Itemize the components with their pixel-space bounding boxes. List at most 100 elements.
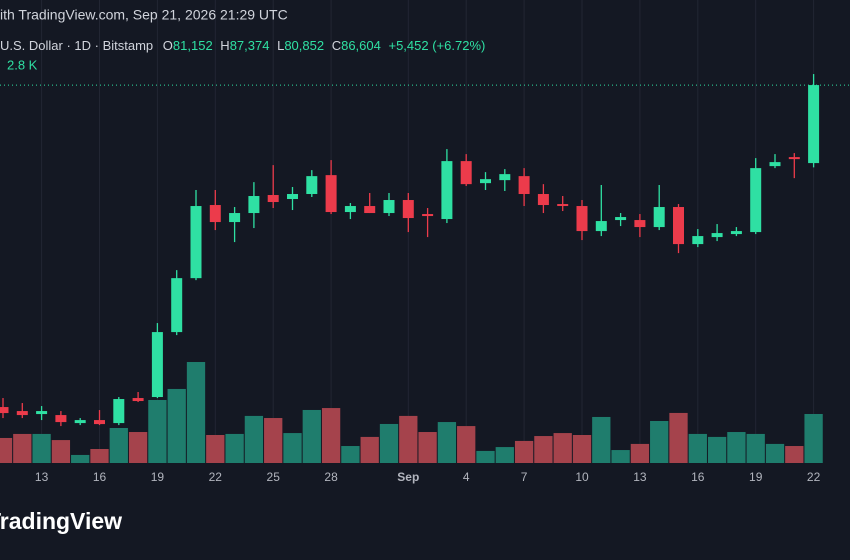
candle-body (267, 195, 279, 203)
volume-bar (360, 436, 379, 463)
volume-bar (495, 447, 514, 463)
x-tick-label: 16 (93, 470, 107, 484)
plot (0, 74, 850, 463)
x-tick-label: 4 (463, 470, 470, 484)
x-tick-label: 19 (151, 470, 165, 484)
volume-bar (399, 415, 418, 463)
volume-bar (283, 433, 302, 463)
candle-body (209, 205, 221, 223)
volume-bar (418, 432, 437, 463)
ohlc-value: 86,604 (341, 38, 381, 53)
candle-body (499, 174, 511, 181)
candle-body (808, 85, 820, 164)
candle-body (730, 231, 742, 235)
candle-body (132, 398, 144, 402)
volume-bar (534, 436, 553, 463)
x-tick-label: 19 (749, 470, 763, 484)
volume-bar (592, 416, 611, 463)
volume-bar (109, 427, 128, 463)
volume-bar (206, 434, 225, 463)
symbol-legend: U.S. Dollar · 1D · Bitstamp O81,152 H87,… (0, 38, 485, 53)
candle-body (711, 233, 723, 238)
volume-bar (244, 415, 264, 463)
source-text: ith TradingView.com, Sep 21, 2026 21:29 … (0, 7, 288, 23)
ohlc-key: L (277, 38, 284, 53)
volume-bar (746, 433, 765, 463)
volume-bar (688, 433, 707, 463)
volume-bar (630, 443, 650, 463)
candle-body (344, 206, 356, 213)
candle-body (94, 420, 105, 425)
volume-bar (128, 432, 148, 463)
volume-bar (71, 454, 90, 463)
candle-body (634, 220, 646, 228)
volume-bar (13, 433, 32, 463)
candle-body (537, 194, 549, 206)
candle-body (383, 200, 395, 214)
candle-body (248, 196, 260, 214)
x-tick-label: 13 (633, 470, 647, 484)
x-tick-label: 22 (209, 470, 223, 484)
ohlc-key: O (163, 38, 173, 53)
x-tick-label: 7 (521, 470, 528, 484)
candle-body (402, 200, 414, 219)
volume-bar (572, 434, 592, 463)
x-tick-label: Sep (397, 470, 419, 484)
candle-body (287, 194, 298, 200)
candle-body (74, 420, 86, 424)
ohlc-key: H (220, 38, 229, 53)
candle-body (615, 217, 627, 221)
volume-bar (379, 423, 399, 463)
x-tick-label: 25 (267, 470, 281, 484)
candle-body (422, 214, 434, 217)
candle-body (55, 415, 67, 423)
volume-bar (669, 412, 688, 463)
ohlc-key: C (332, 38, 341, 53)
volume-bar (650, 420, 669, 463)
volume-bar (457, 426, 476, 463)
volume-bar (341, 446, 360, 463)
volume-bar (437, 422, 457, 463)
candle-body (190, 206, 202, 279)
candle-body (576, 206, 588, 232)
volume-bar (186, 362, 206, 463)
ohlc-value: 81,152 (173, 38, 213, 53)
symbol: U.S. Dollar · 1D · Bitstamp (0, 38, 153, 53)
volume-label: 2.8 K (7, 57, 38, 72)
x-tick-label: 10 (575, 470, 589, 484)
candle-body (325, 175, 337, 213)
volume-bar (32, 433, 51, 463)
candle-body (364, 206, 376, 214)
volume-bar (514, 440, 534, 463)
volume-bar (90, 448, 109, 463)
ohlc-value: 87,374 (230, 38, 270, 53)
volume-bar (707, 436, 727, 463)
candle-body (557, 204, 569, 207)
candle-body (36, 411, 48, 415)
candle-body (113, 399, 125, 424)
volume-bar (167, 388, 186, 463)
candle-body (171, 278, 183, 333)
candle-body (788, 157, 800, 160)
x-tick-label: 13 (35, 470, 49, 484)
candle-body (769, 162, 781, 167)
volume-bar (727, 432, 746, 463)
watermark: TradingView (0, 508, 122, 534)
x-tick-label: 22 (807, 470, 821, 484)
change: +5,452 (+6.72%) (388, 38, 485, 53)
volume-bar (302, 409, 321, 463)
volume-bar (264, 418, 283, 463)
candle-body (229, 213, 241, 223)
volume-bar (611, 450, 630, 463)
candle-body (0, 407, 9, 414)
candle-body (441, 161, 453, 220)
x-tick-label: 16 (691, 470, 705, 484)
candle-body (151, 332, 163, 398)
candle-body (673, 207, 684, 245)
candle-body (692, 236, 704, 245)
candle-body (460, 161, 472, 185)
candle-body (750, 168, 762, 233)
